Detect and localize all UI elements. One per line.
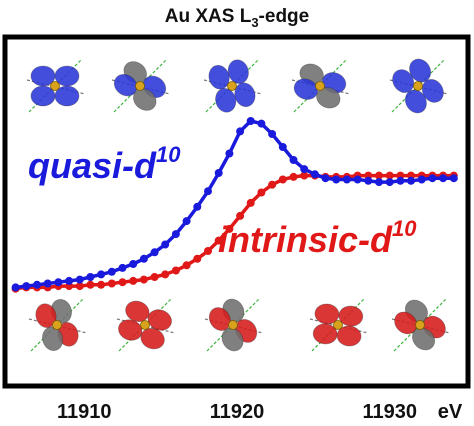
data-point bbox=[236, 211, 245, 220]
data-point bbox=[107, 267, 116, 276]
blue-gray-orbital-icon bbox=[203, 59, 263, 113]
data-point bbox=[310, 170, 319, 179]
data-point bbox=[342, 175, 351, 184]
data-point bbox=[332, 175, 341, 184]
data-point bbox=[129, 276, 138, 285]
orbital-row-bottom bbox=[28, 298, 451, 352]
x-unit-label: eV bbox=[438, 401, 463, 423]
data-point bbox=[385, 178, 394, 187]
x-tick-label: 11910 bbox=[57, 401, 112, 423]
data-point bbox=[268, 130, 277, 138]
series-label-quasi: quasi-d10 bbox=[28, 142, 181, 186]
data-point bbox=[97, 280, 106, 289]
orbital-row-top bbox=[26, 58, 449, 114]
data-point bbox=[289, 172, 298, 181]
data-point bbox=[204, 187, 212, 196]
red-gray-orbital-icon bbox=[204, 298, 264, 352]
data-point bbox=[86, 273, 95, 281]
data-point bbox=[65, 276, 74, 285]
data-point bbox=[43, 279, 52, 288]
data-point bbox=[225, 224, 234, 233]
data-point bbox=[150, 273, 159, 281]
data-point bbox=[375, 178, 383, 187]
data-point bbox=[171, 266, 180, 275]
data-point bbox=[449, 174, 458, 183]
data-point bbox=[428, 174, 437, 183]
data-point bbox=[75, 275, 84, 284]
data-point bbox=[11, 283, 20, 292]
data-point bbox=[97, 270, 106, 279]
blue-gray-orbital-icon bbox=[291, 59, 351, 113]
data-point bbox=[161, 240, 170, 249]
data-point bbox=[214, 169, 223, 177]
data-point bbox=[193, 254, 202, 263]
data-point bbox=[118, 263, 127, 272]
data-point bbox=[139, 275, 148, 284]
series-label-intrinsic: intrinsic-d10 bbox=[218, 216, 417, 260]
data-point bbox=[407, 176, 415, 185]
blue-gray-orbital-icon bbox=[389, 58, 449, 114]
data-point bbox=[118, 278, 127, 287]
data-point bbox=[204, 247, 212, 255]
data-point bbox=[396, 176, 405, 185]
data-point bbox=[161, 270, 170, 279]
blue-gray-orbital-icon bbox=[111, 59, 171, 113]
data-point bbox=[150, 248, 159, 257]
data-point bbox=[300, 165, 309, 174]
data-point bbox=[385, 171, 394, 180]
data-point bbox=[257, 119, 266, 128]
data-point bbox=[54, 278, 63, 287]
blue-gray-orbital-icon bbox=[26, 59, 86, 113]
x-tick-label: 11930 bbox=[362, 401, 417, 423]
data-point bbox=[139, 254, 148, 263]
data-point bbox=[364, 176, 373, 185]
data-point bbox=[417, 175, 426, 184]
data-point bbox=[268, 180, 277, 189]
red-gray-orbital-icon bbox=[391, 298, 451, 352]
data-point bbox=[182, 217, 191, 226]
data-point bbox=[289, 156, 298, 164]
data-point bbox=[22, 282, 31, 291]
data-point bbox=[33, 280, 41, 289]
data-point bbox=[300, 171, 309, 180]
data-point bbox=[86, 280, 95, 289]
data-point bbox=[439, 174, 448, 183]
data-point bbox=[75, 282, 84, 291]
data-point bbox=[182, 261, 191, 270]
data-point bbox=[321, 174, 330, 183]
data-point bbox=[246, 117, 255, 125]
data-point bbox=[171, 230, 180, 239]
x-tick-label: 11920 bbox=[210, 401, 265, 423]
data-point bbox=[257, 188, 266, 197]
plot-frame bbox=[2, 34, 471, 389]
chart-title: Au XAS L3-edge bbox=[165, 6, 309, 30]
data-point bbox=[246, 198, 255, 207]
x-tick-labels: 11910 11920 11930 bbox=[57, 401, 417, 423]
red-gray-orbital-icon bbox=[116, 298, 176, 352]
data-point bbox=[129, 260, 138, 268]
series-layer bbox=[11, 117, 458, 293]
data-point bbox=[193, 202, 202, 211]
data-point bbox=[353, 175, 362, 184]
data-point bbox=[278, 143, 287, 151]
data-point bbox=[225, 149, 234, 158]
data-point bbox=[236, 127, 245, 136]
data-point bbox=[107, 279, 116, 288]
red-gray-orbital-icon bbox=[28, 298, 88, 352]
red-gray-orbital-icon bbox=[309, 298, 369, 352]
data-point bbox=[278, 175, 287, 184]
data-point bbox=[214, 236, 223, 245]
data-point bbox=[375, 171, 383, 180]
series-0 bbox=[11, 117, 458, 292]
